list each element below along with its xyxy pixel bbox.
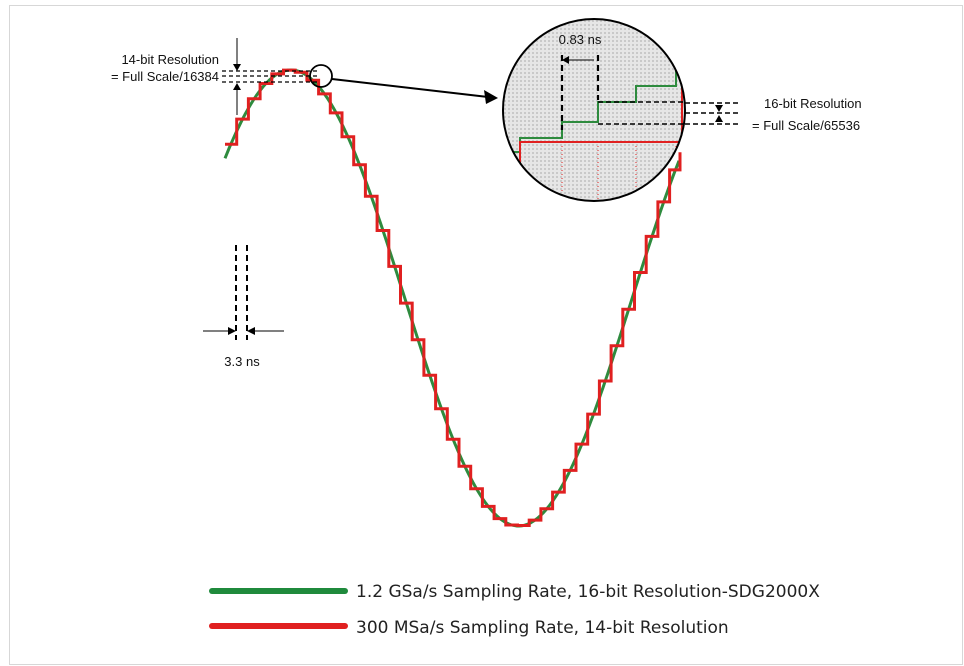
res16-label-line1: 16-bit Resolution [764,96,862,111]
time-coarse-label: 3.3 ns [224,354,260,369]
zoom-inset: 0.83 ns [502,18,686,202]
legend-label-green: 1.2 GSa/s Sampling Rate, 16-bit Resoluti… [356,582,820,602]
zoom-arrow [331,78,489,98]
figure-frame [9,5,963,665]
resolution-14bit-annotation: 14-bit Resolution = Full Scale/16384 [111,38,318,115]
time-fine-label: 0.83 ns [559,32,602,47]
stepped-waveform-300msa [225,68,682,527]
time-3-3ns-annotation: 3.3 ns [203,245,284,369]
legend-label-red: 300 MSa/s Sampling Rate, 14-bit Resoluti… [356,618,729,638]
legend: 1.2 GSa/s Sampling Rate, 16-bit Resoluti… [209,582,820,638]
resolution-16bit-annotation: 16-bit Resolution = Full Scale/65536 [685,96,862,133]
res16-label-line2: = Full Scale/65536 [752,118,860,133]
zoom-arrowhead [484,90,498,104]
res14-label-line2: = Full Scale/16384 [111,69,219,84]
magnifier-circle [309,64,333,88]
res14-label-line1: 14-bit Resolution [121,52,219,67]
